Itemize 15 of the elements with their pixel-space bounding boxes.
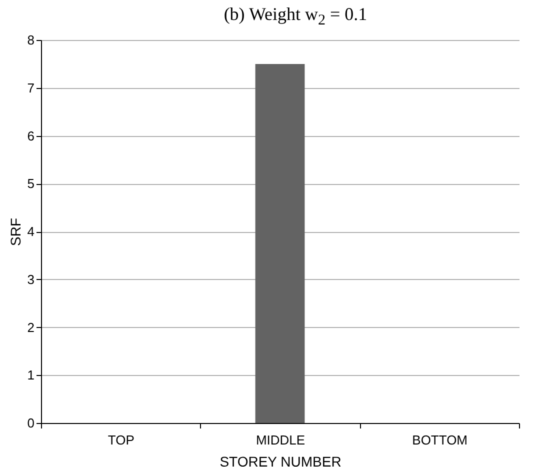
y-tick-label: 0 [27, 416, 34, 430]
y-tick-label: 6 [27, 128, 34, 144]
x-axis-title: STOREY NUMBER [220, 454, 342, 467]
y-tick-label: 7 [27, 80, 34, 96]
y-tick-label: 5 [27, 176, 34, 192]
y-tick-label: 8 [27, 32, 34, 48]
y-tick-label: 3 [27, 272, 34, 287]
chart-title: (b) Weight w$_{2}$ = 0.1 [222, 3, 368, 29]
x-tick-label: BOTTOM [412, 432, 468, 448]
y-tick-label: 4 [27, 224, 34, 239]
y-tick-label: 1 [27, 368, 34, 383]
x-tick-label: MIDDLE [256, 432, 306, 448]
y-tick-label: 2 [27, 320, 34, 335]
y-axis-title: SRF [7, 218, 24, 246]
x-tick-label: TOP [108, 432, 134, 448]
